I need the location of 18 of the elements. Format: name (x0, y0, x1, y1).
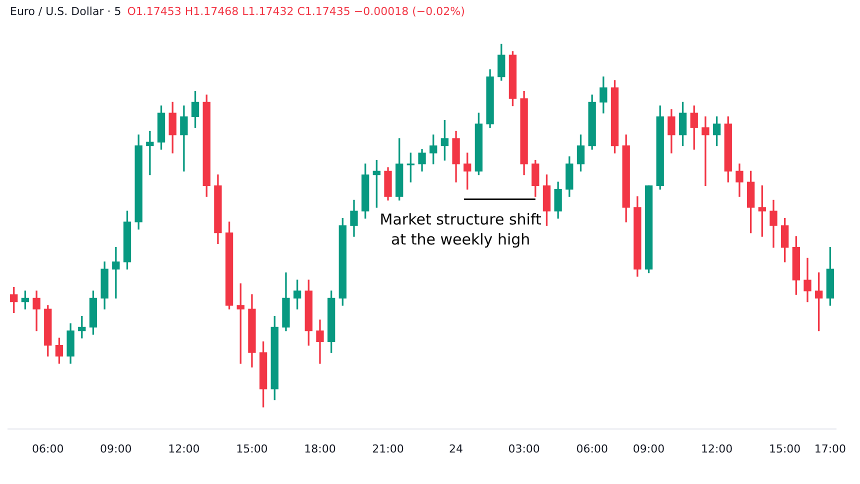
x-tick-label: 09:00 (632, 442, 665, 456)
x-tick-label: 18:00 (304, 442, 336, 456)
candlestick (702, 116, 710, 186)
x-tick-label: 06:00 (576, 442, 608, 456)
x-tick-label: 21:00 (372, 442, 404, 456)
annotation: Market structure shift at the weekly high (380, 210, 542, 249)
x-tick-label: 15:00 (236, 442, 268, 456)
x-tick-label: 24 (449, 442, 464, 456)
x-tick-label: 09:00 (100, 442, 132, 456)
x-tick-label: 03:00 (508, 442, 540, 456)
x-tick-label: 17:00 (814, 442, 846, 456)
x-tick-label: 15:00 (768, 442, 801, 456)
candlestick (316, 320, 324, 364)
x-tick-label: 06:00 (32, 442, 64, 456)
x-tick-label: 12:00 (168, 442, 200, 456)
chart-subtitle: O1.17453 H1.17468 L1.17432 C1.17435 −0.00018 (−0.02%) (127, 5, 465, 18)
x-tick-label: 12:00 (700, 442, 733, 456)
chart-title: Euro / U.S. Dollar · 5 (10, 5, 122, 18)
